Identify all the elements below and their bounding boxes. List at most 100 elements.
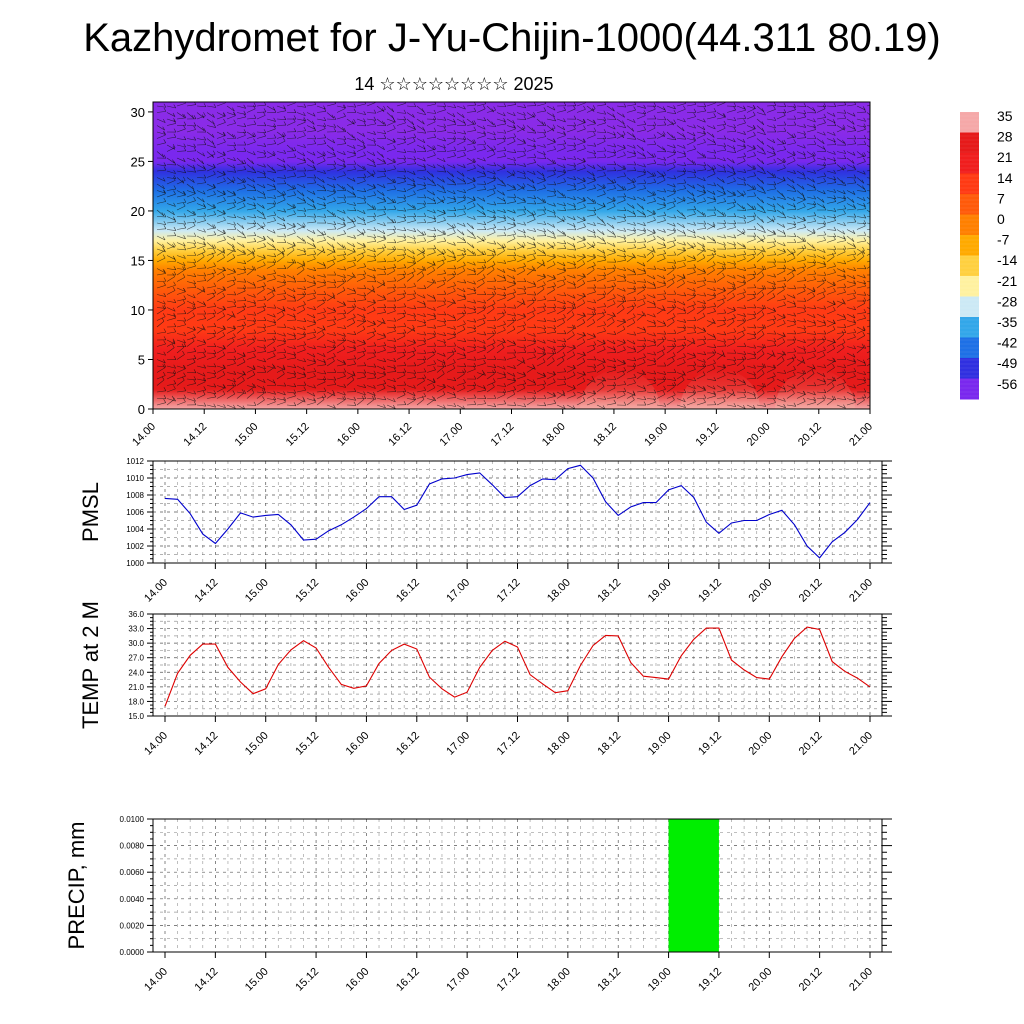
wind-barb-flag: [623, 193, 627, 197]
wind-barb: [496, 105, 506, 108]
wind-barb-flag: [652, 275, 656, 280]
wind-barb-flag: [403, 283, 407, 288]
wind-barb-flag: [733, 191, 737, 196]
wind-barb: [346, 306, 357, 308]
wind-barb-flag: [813, 151, 816, 156]
wind-barb-flag: [162, 246, 165, 251]
wind-barb: [186, 129, 196, 133]
wind-barb-flag: [332, 189, 336, 194]
wind-barb-flag: [733, 245, 737, 249]
wind-barb-flag: [853, 250, 857, 255]
wind-barb: [686, 170, 696, 174]
wind-barb-flag: [182, 266, 185, 271]
wind-barb: [506, 201, 516, 204]
wind-barb: [646, 209, 655, 215]
wind-barb-flag: [663, 281, 666, 286]
wind-barb-flag: [843, 260, 847, 265]
wind-barb-flag: [163, 300, 166, 305]
wind-barb-flag: [761, 238, 764, 243]
wind-barb: [496, 220, 506, 224]
wind-barb-flag: [723, 168, 727, 173]
wind-barb-flag: [543, 317, 547, 322]
wind-barb: [656, 174, 666, 178]
wind-barb: [166, 105, 176, 109]
wind-barb: [866, 177, 870, 179]
wind-barb: [356, 266, 366, 269]
wind-barb: [536, 306, 546, 308]
wind-barb-flag: [343, 245, 347, 250]
wind-barb: [586, 269, 595, 276]
wind-barb-flag: [233, 203, 236, 207]
wind-barb: [596, 278, 606, 282]
wind-barb-flag: [243, 196, 246, 201]
wind-barb: [836, 157, 847, 159]
wind-barb-flag: [761, 272, 765, 276]
wind-barb-flag: [632, 253, 635, 257]
wind-barb-flag: [383, 159, 387, 164]
wind-barb-flag: [413, 305, 417, 310]
wind-barb: [466, 167, 476, 172]
wind-barb: [216, 250, 225, 256]
wind-barb: [406, 163, 416, 165]
wind-barb: [386, 196, 395, 203]
wind-barb: [276, 298, 286, 302]
wind-barb-flag: [163, 189, 166, 194]
wind-barb: [506, 222, 516, 226]
wind-barb: [536, 262, 545, 269]
wind-barb: [756, 209, 766, 214]
wind-barb: [456, 265, 466, 269]
wind-barb: [506, 189, 516, 191]
wind-barb-flag: [353, 298, 357, 303]
wind-barb: [776, 289, 785, 295]
wind-barb-flag: [792, 294, 796, 299]
wind-barb: [316, 302, 325, 308]
wind-barb-flag: [463, 189, 466, 193]
wind-barb-flag: [314, 102, 317, 105]
wind-barb-flag: [372, 159, 375, 163]
wind-barb-flag: [843, 273, 846, 278]
wind-barb-flag: [761, 225, 764, 230]
wind-barb-flag: [653, 229, 656, 233]
wind-barb: [476, 322, 486, 328]
wind-barb: [766, 229, 776, 235]
wind-barb-flag: [544, 102, 546, 104]
wind-barb-flag: [193, 273, 197, 277]
wind-barb-flag: [283, 208, 286, 213]
wind-barb: [536, 187, 546, 191]
wind-barb-flag: [383, 122, 387, 126]
wind-barb: [816, 117, 826, 120]
wind-barb-flag: [793, 223, 796, 228]
wind-barb-flag: [413, 239, 417, 244]
wind-barb: [446, 226, 456, 230]
wind-barb: [376, 157, 385, 163]
wind-barb-flag: [753, 232, 757, 237]
wind-barb: [556, 261, 566, 267]
wind-barb-flag: [172, 307, 176, 312]
wind-barb: [866, 307, 870, 309]
wind-barb: [826, 170, 836, 174]
wind-barb: [506, 284, 516, 289]
wind-barb: [736, 109, 746, 113]
wind-barb-flag: [782, 267, 786, 272]
wind-barb-flag: [722, 298, 725, 303]
wind-barb: [336, 108, 346, 113]
wind-barb: [526, 246, 536, 250]
wind-barb-flag: [481, 237, 485, 242]
wind-barb-flag: [553, 209, 556, 214]
wind-barb-flag: [773, 250, 777, 255]
wind-barb-flag: [243, 296, 247, 301]
wind-barb: [766, 144, 775, 151]
wind-barb-flag: [572, 294, 576, 299]
wind-barb-flag: [463, 210, 466, 215]
wind-barb-flag: [742, 138, 746, 143]
wind-barb-flag: [182, 113, 185, 118]
wind-barb: [436, 220, 446, 224]
wind-barb: [546, 195, 556, 198]
wind-barb-flag: [413, 316, 417, 321]
wind-barb-flag: [183, 169, 187, 173]
wind-barb-flag: [333, 176, 336, 181]
wind-barb: [596, 131, 606, 133]
wind-barb-flag: [301, 265, 305, 270]
wind-barb-flag: [423, 303, 427, 308]
wind-barb-flag: [513, 312, 517, 317]
